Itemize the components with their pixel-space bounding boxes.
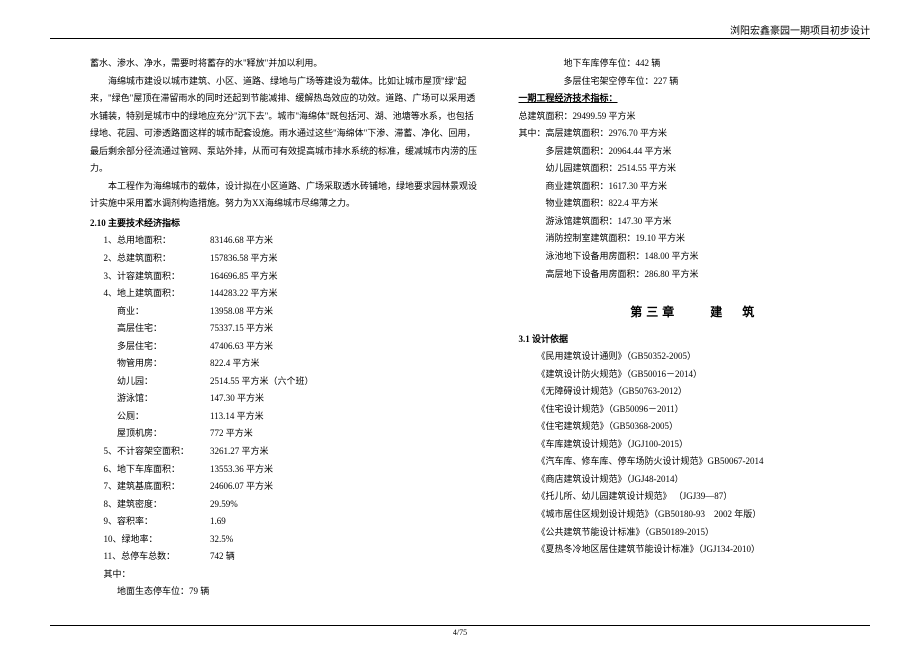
indicator-value: 144283.22 平方米 [210,285,278,303]
detail-item: 游泳馆建筑面积：147.30 平方米 [519,213,871,231]
spec-item: 《夏热冬冷地区居住建筑节能设计标准》（JGJ134-2010） [519,541,871,559]
detail-item: 幼儿园建筑面积：2514.55 平方米 [519,160,871,178]
detail-item: 消防控制室建筑面积：19.10 平方米 [519,230,871,248]
indicator-value: 83146.68 平方米 [210,232,273,250]
phase1-heading: 一期工程经济技术指标： [519,90,871,108]
indicator-value: 32.5% [210,531,233,549]
indicator-value: 3261.27 平方米 [210,443,269,461]
indicator-label: 物管用房： [90,355,210,373]
indicator-value: 164696.85 平方米 [210,268,278,286]
header-rule [50,38,870,39]
content-columns: 蓄水、渗水、净水，需要时将蓄存的水"释放"并加以利用。 海绵城市建设以城市建筑、… [90,55,870,601]
indicator-label: 6、地下车库面积： [90,461,210,479]
indicator-value: 13958.08 平方米 [210,303,273,321]
underground-parking: 地下车库停车位：442 辆 [519,55,871,73]
indicator-label: 11、总停车总数： [90,548,210,566]
overhead-parking: 多层住宅架空停车位：227 辆 [519,73,871,91]
indicator-value: 772 平方米 [210,425,253,443]
spec-item: 《城市居住区规划设计规范》（GB50180-93 2002 年版） [519,506,871,524]
header-title: 浏阳宏鑫豪园一期项目初步设计 [730,22,870,37]
right-column: 地下车库停车位：442 辆 多层住宅架空停车位：227 辆 一期工程经济技术指标… [519,55,871,601]
total-area: 总建筑面积：29499.59 平方米 [519,108,871,126]
spec-item: 《民用建筑设计通则》（GB50352-2005） [519,348,871,366]
page-number: 4/75 [453,628,467,637]
indicator-value: 742 辆 [210,548,235,566]
spec-item: 《车库建筑设计规范》（JGJ100-2015） [519,436,871,454]
indicator-label: 1、总用地面积： [90,232,210,250]
indicator-label: 7、建筑基底面积： [90,478,210,496]
indicator-label: 4、地上建筑面积： [90,285,210,303]
detail-item: 商业建筑面积：1617.30 平方米 [519,178,871,196]
detail-item: 泳池地下设备用房面积：148.00 平方米 [519,248,871,266]
indicator-value: 13553.36 平方米 [210,461,273,479]
qizhong-high-rise: 其中：高层建筑面积：2976.70 平方米 [519,125,871,143]
section-2-10-heading: 2.10 主要技术经济指标 [90,215,479,233]
indicator-value: 47406.63 平方米 [210,338,273,356]
indicator-label: 商业： [90,303,210,321]
indicator-value: 75337.15 平方米 [210,320,273,338]
left-column: 蓄水、渗水、净水，需要时将蓄存的水"释放"并加以利用。 海绵城市建设以城市建筑、… [90,55,479,601]
indicator-value: 2514.55 平方米（六个班） [210,373,314,391]
indicator-list: 1、总用地面积：83146.68 平方米 2、总建筑面积：157836.58 平… [90,232,479,565]
section-3-1-heading: 3.1 设计依据 [519,331,871,349]
ground-parking: 地面生态停车位：79 辆 [90,583,479,601]
paragraph-3: 本工程作为海绵城市的载体，设计拟在小区道路、广场采取透水砖铺地，绿地要求园林景观… [90,178,479,213]
spec-item: 《住宅建筑规范》（GB50368-2005） [519,418,871,436]
indicator-value: 147.30 平方米 [210,390,264,408]
indicator-label: 屋顶机房： [90,425,210,443]
indicator-value: 113.14 平方米 [210,408,264,426]
indicator-value: 157836.58 平方米 [210,250,278,268]
detail-item: 高层地下设备用房面积：286.80 平方米 [519,266,871,284]
indicator-label: 幼儿园： [90,373,210,391]
spec-item: 《托儿所、幼儿园建筑设计规范》 （JGJ39—87） [519,488,871,506]
indicator-label: 8、建筑密度： [90,496,210,514]
detail-item: 物业建筑面积：822.4 平方米 [519,195,871,213]
indicator-value: 1.69 [210,513,226,531]
indicator-label: 10、绿地率： [90,531,210,549]
spec-item: 《汽车库、修车库、停车场防火设计规范》GB50067-2014 [519,453,871,471]
page-footer: 4/75 [50,625,870,637]
spec-item: 《公共建筑节能设计标准》（GB50189-2015） [519,524,871,542]
indicator-label: 游泳馆： [90,390,210,408]
spec-item: 《建筑设计防火规范》（GB50016－2014） [519,366,871,384]
paragraph-1: 蓄水、渗水、净水，需要时将蓄存的水"释放"并加以利用。 [90,55,479,73]
indicator-label: 公厕： [90,408,210,426]
chapter-3-title: 第三章 建 筑 [519,301,871,324]
indicator-label: 高层住宅： [90,320,210,338]
indicator-value: 822.4 平方米 [210,355,260,373]
qizhong-label: 其中： [90,566,479,584]
detail-list: 多层建筑面积：20964.44 平方米 幼儿园建筑面积：2514.55 平方米 … [519,143,871,283]
indicator-label: 3、计容建筑面积： [90,268,210,286]
indicator-label: 多层住宅： [90,338,210,356]
indicator-label: 2、总建筑面积： [90,250,210,268]
spec-item: 《无障碍设计规范》（GB50763-2012） [519,383,871,401]
indicator-value: 24606.07 平方米 [210,478,273,496]
indicator-label: 5、不计容架空面积： [90,443,210,461]
indicator-label: 9、容积率： [90,513,210,531]
paragraph-2: 海绵城市建设以城市建筑、小区、道路、绿地与广场等建设为载体。比如让城市屋顶"绿"… [90,73,479,178]
indicator-value: 29.59% [210,496,238,514]
spec-item: 《商店建筑设计规范》（JGJ48-2014） [519,471,871,489]
spec-item: 《住宅设计规范》（GB50096－2011） [519,401,871,419]
detail-item: 多层建筑面积：20964.44 平方米 [519,143,871,161]
